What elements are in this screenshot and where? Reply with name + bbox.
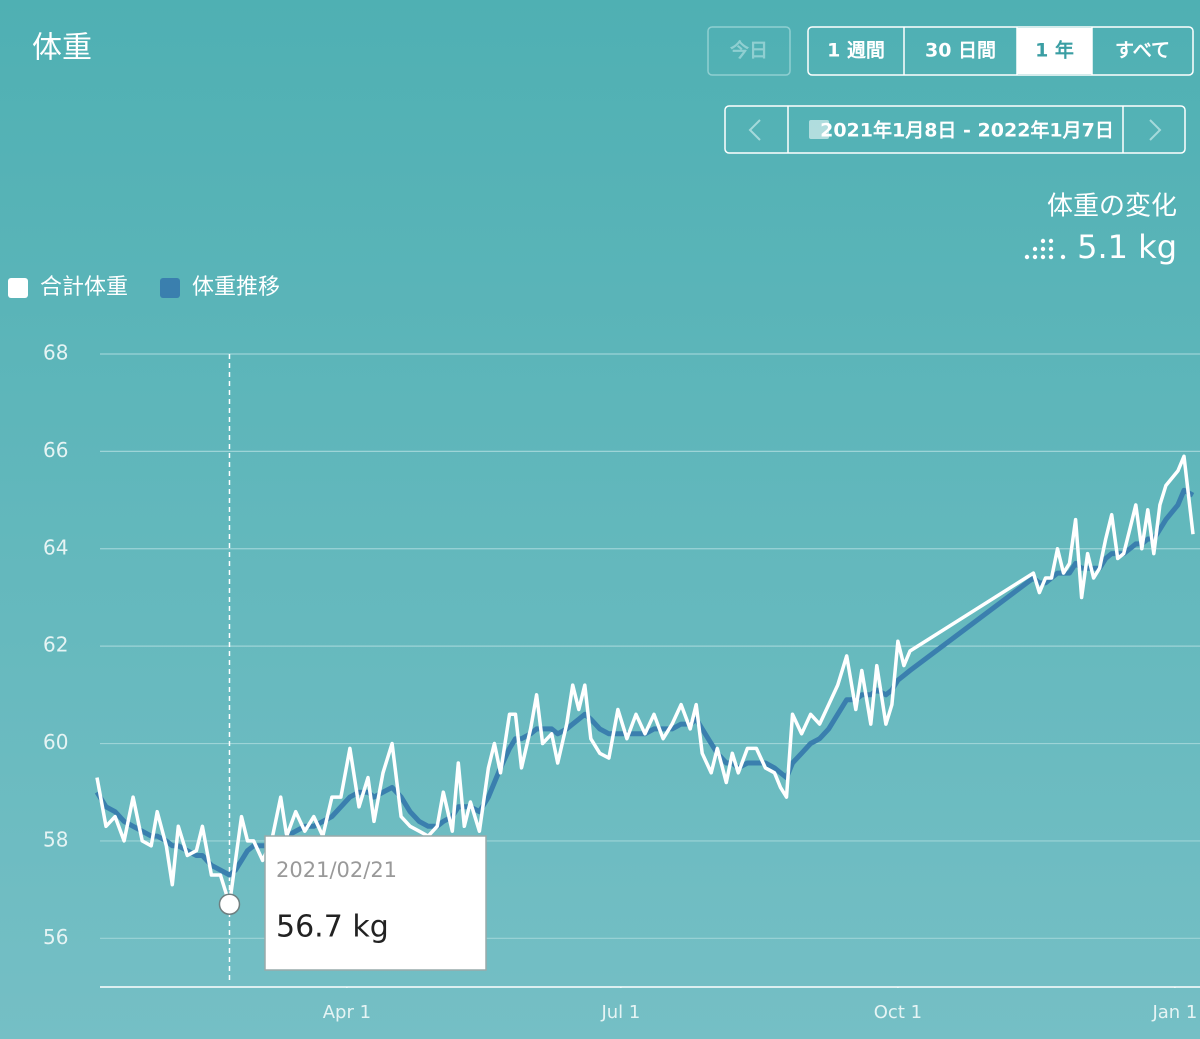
date-nav	[724, 105, 1186, 154]
range-button[interactable]: 1 年	[1035, 39, 1074, 62]
x-tick-label: Jan 1	[1151, 1002, 1197, 1023]
y-tick-label: 64	[43, 535, 68, 559]
y-tick-label: 62	[43, 633, 68, 657]
range-button[interactable]: すべて	[1115, 40, 1170, 62]
x-tick-label: Apr 1	[323, 1002, 371, 1023]
date-range[interactable]: 2021年1月8日 - 2022年1月7日	[820, 119, 1114, 142]
tooltip-value: 56.7 kg	[276, 910, 389, 945]
range-button[interactable]: 1 週間	[827, 40, 885, 62]
button-active	[1017, 28, 1092, 74]
selected-point[interactable]	[218, 893, 241, 915]
calendar-icon	[809, 120, 829, 139]
x-tick-label: Oct 1	[874, 1002, 922, 1023]
legend-swatch	[160, 278, 180, 298]
change-label: 体重の変化	[1047, 192, 1177, 222]
y-tick-label: 66	[43, 438, 68, 462]
page-title: 体重	[32, 31, 92, 66]
change-value: 5.1 kg	[1077, 228, 1177, 266]
prev-button[interactable]	[748, 119, 761, 141]
legend-label: 体重推移	[192, 275, 280, 300]
button-bar: 今日 1 週間 30 日間 1 年 すべて	[707, 26, 1194, 76]
y-tick-label: 58	[43, 827, 68, 851]
legend-swatch	[8, 278, 28, 298]
chart: 56 58 60 62 64 66 68 Apr 1 Jul 1 Oct 1 Jan 1 合計体重 体重…	[8, 275, 1200, 1023]
button-group-frame	[807, 26, 1194, 76]
y-tick-label: 60	[43, 730, 68, 754]
range-button[interactable]: 30 日間	[925, 40, 996, 62]
y-tick-label: 68	[43, 341, 68, 365]
range-button[interactable]: 今日	[729, 39, 768, 62]
tooltip-date: 2021/02/21	[276, 858, 397, 882]
x-tick-label: Jul 1	[600, 1002, 640, 1023]
legend-label: 合計体重	[40, 275, 128, 300]
change-icon	[1024, 238, 1066, 260]
button-frame	[707, 26, 791, 76]
tooltip	[264, 835, 487, 971]
y-tick-label: 56	[43, 925, 68, 949]
next-button[interactable]	[1149, 119, 1162, 141]
